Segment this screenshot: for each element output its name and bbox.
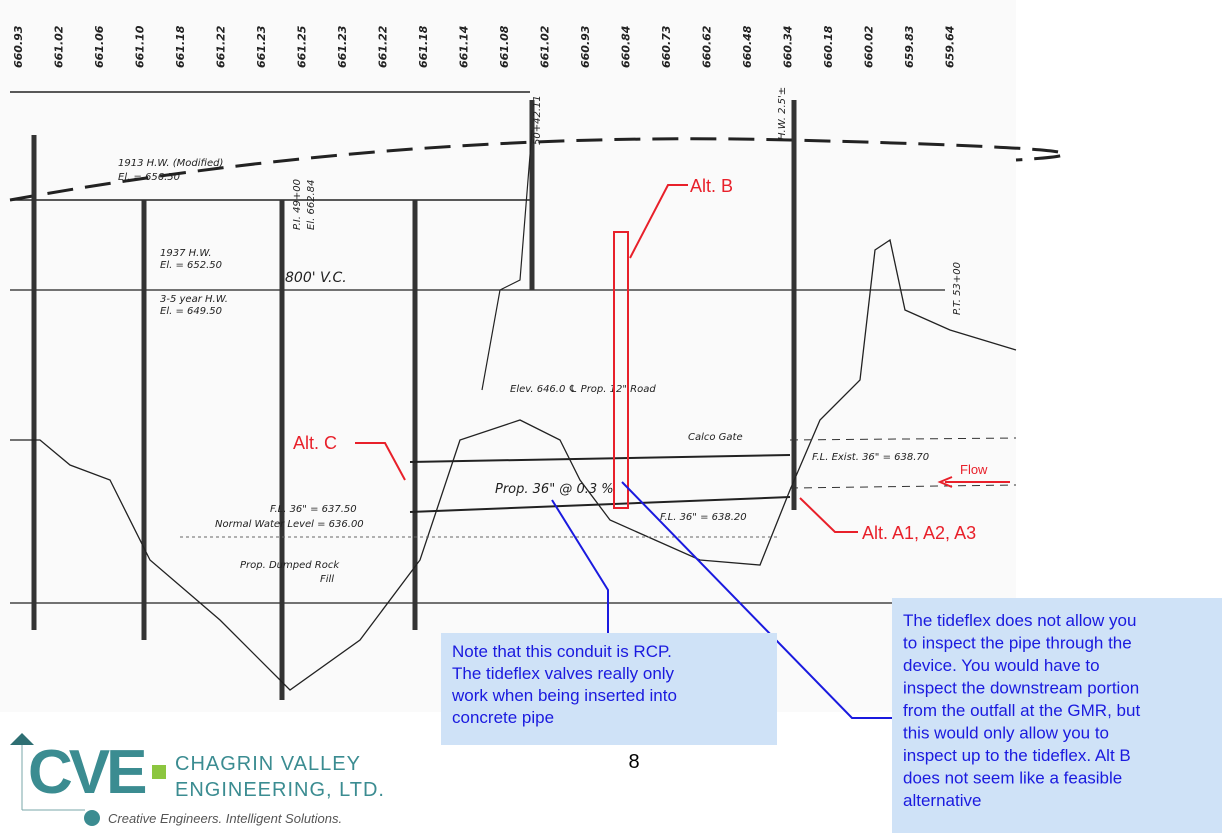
elevation: 660.18 (822, 25, 835, 68)
logo-tagline: Creative Engineers. Intelligent Solution… (108, 811, 342, 826)
elevation: 661.02 (539, 25, 552, 68)
label: Elev. 646.0 ℄ Prop. 12" Road (510, 384, 656, 395)
note: The tideflex does not allow you to inspec… (903, 611, 1140, 810)
label: H.W. 2.5'± (777, 87, 788, 140)
callout: Flow (960, 462, 988, 477)
elevation: 659.64 (944, 26, 957, 68)
label: F.L. Exist. 36" = 638.70 (812, 452, 929, 463)
label: P.I. 49+00 (292, 179, 303, 230)
callout: Alt. C (293, 433, 337, 453)
label: El. = 649.50 (160, 306, 222, 317)
drawing-bg (0, 0, 1016, 712)
logo-text: ENGINEERING, LTD. (175, 779, 385, 801)
elevation: 661.06 (93, 25, 106, 68)
label: Fill (320, 574, 334, 585)
label: El. = 656.50 (118, 172, 180, 183)
elevation: 661.18 (417, 25, 430, 68)
elevation: 661.23 (336, 25, 349, 68)
callout: Alt. B (690, 176, 733, 196)
elevation: 660.93 (12, 25, 25, 68)
elevation: 659.83 (903, 25, 916, 68)
elevation: 660.34 (782, 26, 795, 68)
label: El. 662.84 (306, 180, 317, 230)
label: 1913 H.W. (Modified) (118, 158, 223, 169)
page-number: 8 (628, 751, 639, 773)
label: Normal Water Level = 636.00 (215, 519, 364, 530)
logo-square (152, 765, 166, 779)
logo: CVE CHAGRIN VALLEY ENGINEERING, LTD. Cre… (10, 733, 385, 826)
logo-text: CHAGRIN VALLEY (175, 753, 361, 775)
note-line: The tideflex does not allow you (903, 611, 1136, 630)
elevation: 661.18 (174, 25, 187, 68)
note-line: work when being inserted into (451, 686, 677, 705)
note-line: this would only allow you to (903, 724, 1109, 743)
note-line: The tideflex valves really only (452, 664, 675, 683)
note-line: inspect up to the tideflex. Alt B (903, 746, 1131, 765)
elevation: 660.62 (701, 25, 714, 68)
elevation: 661.22 (215, 25, 228, 68)
elevation: 660.93 (579, 25, 592, 68)
elevation: 661.10 (134, 25, 147, 68)
logo-mark: CVE (28, 738, 145, 807)
label: 1937 H.W. (160, 248, 212, 259)
elevation: 660.48 (741, 25, 754, 68)
label: 3-5 year H.W. (160, 294, 228, 305)
elevation: 661.08 (498, 25, 511, 68)
note-line: to inspect the pipe through the (903, 634, 1132, 653)
note-line: does not seem like a feasible (903, 769, 1122, 788)
label: F.L. 36" = 637.50 (270, 504, 357, 515)
note-line: Note that this conduit is RCP. (452, 642, 672, 661)
label: 50+42.11 (532, 95, 543, 145)
note-line: inspect the downstream portion (903, 679, 1139, 698)
label: F.L. 36" = 638.20 (660, 512, 747, 523)
label: P.T. 53+00 (952, 262, 963, 315)
elevation: 661.23 (255, 25, 268, 68)
label: Calco Gate (688, 432, 743, 443)
note-line: alternative (903, 791, 981, 810)
label: Prop. Dumped Rock (240, 560, 340, 571)
label: Prop. 36" @ 0.3 % (495, 482, 614, 497)
elevation: 661.25 (296, 25, 309, 68)
elevation: 660.02 (863, 25, 876, 68)
elevation: 661.02 (53, 25, 66, 68)
note-line: from the outfall at the GMR, but (903, 701, 1140, 720)
elevation: 660.84 (620, 26, 633, 68)
callout: Alt. A1, A2, A3 (862, 523, 976, 543)
elevation: 661.22 (377, 25, 390, 68)
elevation: 660.73 (660, 25, 673, 68)
note-line: concrete pipe (452, 708, 554, 727)
note-line: device. You would have to (903, 656, 1100, 675)
slide: 660.93 661.02 661.06 661.10 661.18 661.22 661.… (0, 0, 1222, 833)
label: 800' V.C. (285, 270, 347, 286)
label: El. = 652.50 (160, 260, 222, 271)
logo-dot (84, 810, 100, 826)
elevation: 661.14 (458, 26, 471, 68)
